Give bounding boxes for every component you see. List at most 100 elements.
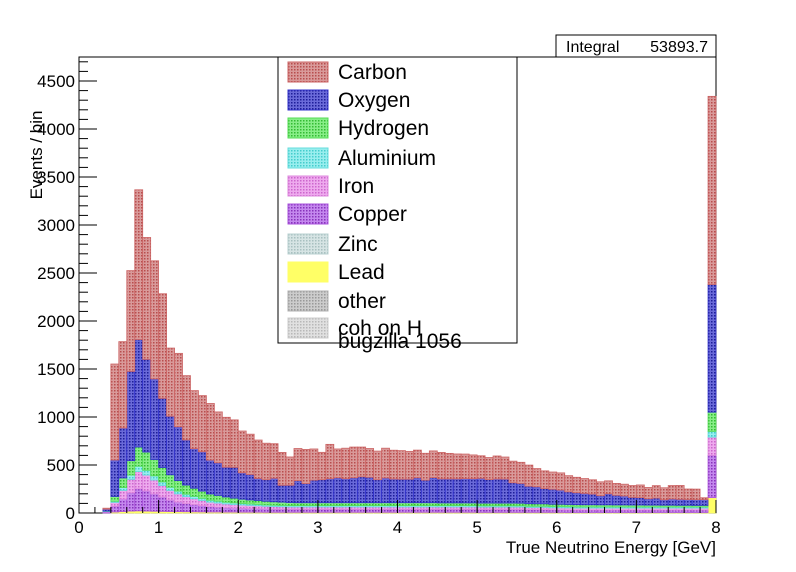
- legend-label-lead: Lead: [338, 261, 385, 284]
- bar-oxygen: [675, 498, 685, 506]
- y-tick-label: 4000: [37, 120, 75, 139]
- bar-aluminium: [166, 486, 175, 491]
- bar-carbon: [428, 450, 438, 478]
- bar-hydrogen: [245, 499, 255, 505]
- bar-oxygen: [460, 478, 470, 504]
- bar-oxygen: [420, 479, 430, 504]
- bar-hydrogen: [182, 484, 191, 495]
- bar-carbon: [707, 95, 717, 285]
- bar-copper: [444, 509, 454, 513]
- stats-integral-value: 53893.7: [650, 39, 708, 56]
- bar-copper: [309, 509, 319, 513]
- bar-hydrogen: [166, 474, 175, 488]
- bar-oxygen: [604, 493, 613, 506]
- bar-carbon: [628, 485, 637, 498]
- bar-copper: [349, 509, 359, 513]
- bar-copper: [110, 505, 120, 513]
- bar-carbon: [556, 472, 566, 491]
- bar-hydrogen: [237, 498, 247, 504]
- bar-oxygen: [269, 477, 279, 503]
- bar-oxygen: [413, 477, 422, 504]
- bar-iron: [237, 504, 247, 509]
- bar-hydrogen: [420, 502, 430, 507]
- bar-hydrogen: [134, 446, 144, 467]
- bar-carbon: [277, 452, 287, 486]
- bar-carbon: [142, 237, 152, 360]
- bar-carbon: [659, 487, 669, 501]
- bar-carbon: [524, 464, 534, 487]
- bar-iron: [269, 506, 279, 510]
- bar-carbon: [492, 455, 502, 480]
- bar-carbon: [620, 483, 629, 497]
- bar-carbon: [293, 448, 303, 482]
- bar-hydrogen: [301, 502, 311, 507]
- bar-iron: [221, 503, 231, 509]
- bar-copper: [540, 509, 550, 513]
- bar-carbon: [683, 488, 693, 500]
- bar-carbon: [691, 488, 701, 501]
- bar-hydrogen: [158, 467, 167, 483]
- bar-aluminium: [118, 487, 128, 491]
- bar-carbon: [389, 449, 398, 480]
- bar-carbon: [166, 347, 175, 417]
- bar-copper: [381, 509, 390, 513]
- legend-label-copper: Copper: [338, 203, 407, 226]
- bar-hydrogen: [452, 502, 462, 507]
- bar-hydrogen: [333, 502, 343, 507]
- bar-carbon: [126, 270, 136, 372]
- bar-hydrogen: [110, 496, 120, 502]
- bar-copper: [468, 509, 478, 513]
- bar-copper: [198, 505, 207, 513]
- bar-hydrogen: [198, 490, 207, 499]
- bar-carbon: [580, 478, 590, 494]
- x-tick-label: 1: [154, 518, 163, 537]
- bar-carbon: [341, 447, 351, 480]
- bar-carbon: [564, 475, 574, 493]
- bar-oxygen: [253, 478, 263, 501]
- bar-oxygen: [118, 427, 128, 479]
- bar-carbon: [444, 452, 454, 480]
- legend: Carbon Oxygen Hydrogen Aluminium Iron Copper Z…: [277, 56, 518, 353]
- bar-hydrogen: [118, 477, 128, 488]
- bar-copper: [333, 509, 343, 513]
- bar-oxygen: [651, 497, 661, 506]
- bar-carbon: [373, 450, 382, 481]
- bar-hydrogen: [293, 502, 303, 507]
- bar-hydrogen: [508, 502, 518, 507]
- bar-carbon: [643, 487, 653, 500]
- bar-copper: [357, 509, 367, 513]
- bar-copper: [405, 509, 414, 513]
- y-axis-label: Events / bin: [27, 111, 46, 200]
- bar-carbon: [365, 448, 375, 478]
- bar-carbon: [174, 352, 183, 428]
- bar-hydrogen: [357, 502, 367, 507]
- x-tick-label: 3: [313, 518, 322, 537]
- bar-carbon: [182, 375, 191, 441]
- y-tick-label: 4500: [37, 72, 75, 91]
- y-tick-label: 0: [66, 504, 75, 523]
- bar-copper: [532, 509, 542, 513]
- bar-oxygen: [341, 478, 351, 504]
- x-tick-label: 4: [393, 518, 402, 537]
- bar-copper: [205, 506, 215, 513]
- bar-carbon: [548, 471, 558, 490]
- bar-copper: [413, 509, 422, 513]
- bar-carbon: [651, 485, 661, 499]
- bar-hydrogen: [174, 480, 183, 492]
- bar-carbon: [484, 457, 494, 480]
- bar-copper: [213, 506, 223, 513]
- bar-carbon: [134, 189, 144, 340]
- bar-oxygen: [628, 497, 637, 506]
- bar-oxygen: [174, 426, 183, 481]
- x-axis-label: True Neutrino Energy [GeV]: [506, 538, 716, 557]
- legend-label-coh-on-h: coh on H: [338, 317, 422, 340]
- bar-carbon: [405, 450, 414, 480]
- bar-carbon: [205, 403, 215, 461]
- bar-oxygen: [516, 483, 526, 504]
- legend-label-carbon: Carbon: [338, 61, 407, 84]
- bar-hydrogen: [261, 500, 271, 506]
- bar-copper: [707, 454, 717, 499]
- bar-hydrogen: [460, 502, 470, 507]
- bar-oxygen: [588, 493, 597, 506]
